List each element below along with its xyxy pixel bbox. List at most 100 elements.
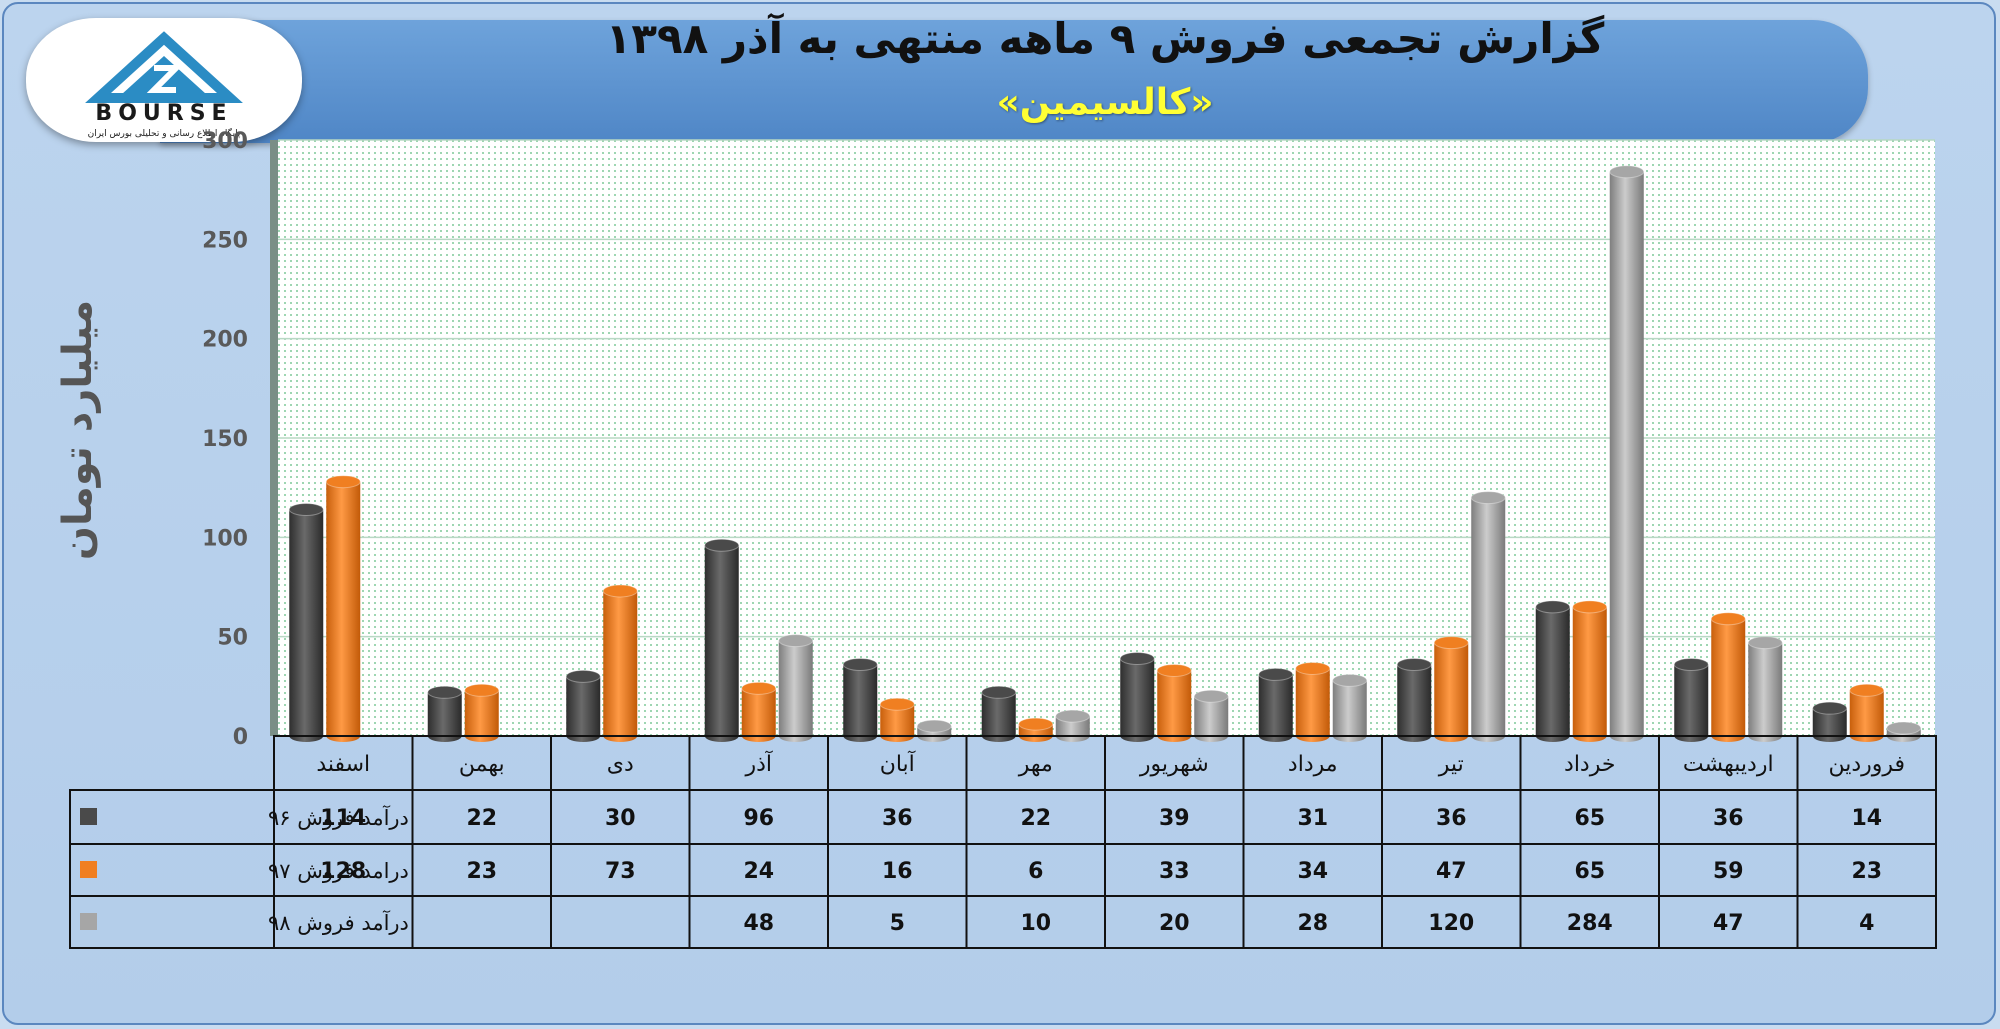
legend-label: درآمد فروش ۹۶ (268, 805, 409, 830)
bar (1673, 657, 1709, 742)
logo-wordmark: BOURSE (95, 101, 232, 126)
y-tick-label: 250 (202, 228, 248, 253)
bar (427, 685, 463, 742)
x-category-label: بهمن (459, 752, 505, 777)
bourse-logo: BOURSE پایگاه اطلاع رسانی و تحلیلی بورس … (26, 18, 302, 142)
bar (741, 681, 777, 742)
data-label: 5 (890, 911, 905, 936)
bar (1710, 612, 1746, 742)
data-label: 23 (466, 859, 497, 884)
data-label: 59 (1713, 859, 1744, 884)
bar (1396, 657, 1432, 742)
y-tick-label: 0 (233, 725, 248, 750)
x-category-label: اردیبهشت (1683, 752, 1774, 777)
logo-mark-icon (85, 31, 243, 103)
bar (842, 657, 878, 742)
data-label: 28 (1297, 911, 1328, 936)
bar (1433, 636, 1469, 742)
x-category-label: آذر (744, 750, 772, 777)
legend-label: درامد فروش ۹۷ (268, 859, 409, 883)
bar (464, 683, 500, 742)
legend-label: درآمد فروش ۹۸ (268, 910, 409, 935)
y-tick-label: 50 (217, 626, 248, 651)
data-label: 47 (1436, 859, 1467, 884)
bar (1258, 667, 1294, 742)
title-banner (160, 20, 1868, 143)
bar (1018, 717, 1054, 742)
bar (325, 475, 361, 742)
legend-entry: درآمد فروش ۹۶ (80, 805, 409, 830)
data-label: 65 (1574, 806, 1605, 831)
data-label: 114 (320, 806, 366, 831)
data-label: 6 (1028, 859, 1043, 884)
bar (1119, 652, 1155, 742)
chart-title: گزارش تجمعی فروش ۹ ماهه منتهی به آذر ۱۳۹… (605, 14, 1605, 63)
legend-swatch (80, 808, 97, 825)
x-category-label: فروردین (1828, 752, 1905, 777)
bar (1609, 165, 1645, 742)
data-label: 39 (1159, 806, 1190, 831)
y-tick-label: 100 (202, 526, 248, 551)
data-label: 30 (605, 806, 636, 831)
bar (1572, 600, 1608, 742)
bar (1193, 689, 1229, 742)
x-category-label: شهریور (1139, 752, 1209, 777)
data-label: 73 (605, 859, 636, 884)
x-category-label: خرداد (1564, 752, 1615, 777)
chart-subtitle: «کالسیمین» (996, 82, 1214, 123)
data-label: 36 (1436, 806, 1467, 831)
bar (1470, 491, 1506, 742)
x-category-label: مهر (1018, 752, 1053, 777)
data-label: 14 (1851, 806, 1882, 831)
x-category-label: تیر (1438, 752, 1464, 777)
data-label: 47 (1713, 911, 1744, 936)
data-label: 34 (1297, 859, 1328, 884)
bar (1747, 636, 1783, 742)
data-label: 284 (1567, 911, 1613, 936)
bar (704, 538, 740, 742)
data-label: 96 (743, 806, 774, 831)
bar (778, 634, 814, 742)
data-label: 48 (743, 911, 774, 936)
data-label: 22 (466, 806, 497, 831)
legend-entry: درآمد فروش ۹۸ (80, 910, 409, 935)
legend-swatch (80, 913, 97, 930)
data-label: 10 (1020, 911, 1051, 936)
data-label: 65 (1574, 859, 1605, 884)
y-tick-label: 300 (202, 129, 248, 154)
plot-depth-wall (270, 140, 278, 736)
x-category-label: مرداد (1288, 752, 1338, 777)
bar (879, 697, 915, 742)
data-label: 33 (1159, 859, 1190, 884)
bar (1156, 663, 1192, 742)
bar (916, 719, 952, 742)
bar (1295, 661, 1331, 742)
legend-swatch (80, 861, 97, 878)
data-label: 36 (882, 806, 913, 831)
bar (981, 685, 1017, 742)
data-label: 20 (1159, 911, 1190, 936)
data-label: 4 (1859, 911, 1874, 936)
bar (1849, 683, 1885, 742)
bar (602, 584, 638, 742)
data-label: 120 (1428, 911, 1474, 936)
logo-tagline: پایگاه اطلاع رسانی و تحلیلی بورس ایران (88, 127, 241, 139)
x-category-label: دی (607, 752, 634, 777)
bar (1055, 709, 1091, 742)
data-label: 128 (320, 859, 366, 884)
bar (565, 669, 601, 742)
bar (1535, 600, 1571, 742)
y-tick-label: 150 (202, 427, 248, 452)
y-tick-label: 200 (202, 328, 248, 353)
bar (288, 503, 324, 742)
x-category-label: اسفند (316, 752, 370, 777)
legend-entry: درامد فروش ۹۷ (80, 859, 409, 883)
bar (1332, 673, 1368, 742)
data-label: 24 (743, 859, 774, 884)
x-category-label: آبان (880, 750, 916, 777)
data-label: 31 (1297, 806, 1328, 831)
bar (1886, 721, 1922, 742)
data-label: 23 (1851, 859, 1882, 884)
data-label: 22 (1020, 806, 1051, 831)
